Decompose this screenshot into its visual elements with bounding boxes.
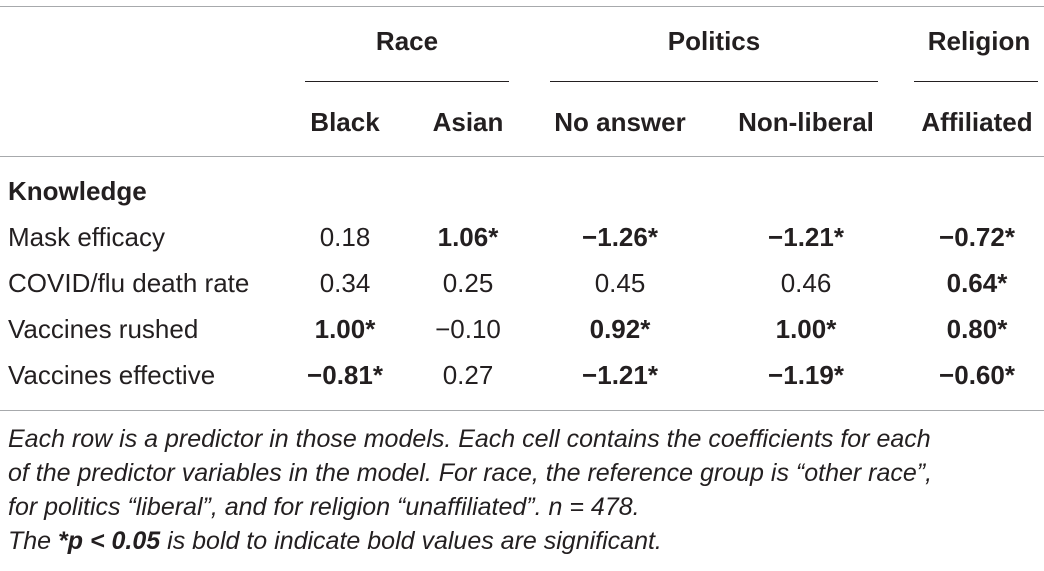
footnote-line-3: for politics “liberal”, and for religion…: [8, 493, 640, 521]
column-header-black: Black: [310, 107, 380, 137]
table-cell: 0.45: [594, 268, 646, 298]
table-cell: −1.21*: [582, 360, 658, 390]
table-cell: 0.25: [442, 268, 494, 298]
table-cell: −1.19*: [768, 360, 844, 390]
table-cell: −1.21*: [768, 222, 844, 252]
table-cell: 1.00*: [314, 314, 376, 344]
table-cell: −0.60*: [939, 360, 1015, 390]
column-header-affiliated: Affiliated: [921, 107, 1033, 137]
table-top-rule: [0, 6, 1044, 7]
race-group-rule: [305, 81, 509, 82]
footnote-significance-marker: *p < 0.05: [58, 527, 161, 555]
table-cell: −1.26*: [582, 222, 658, 252]
row-label: Mask efficacy: [8, 222, 166, 252]
politics-group-rule: [550, 81, 878, 82]
footnote-line-4-suffix: is bold to indicate bold values are sign…: [160, 527, 662, 555]
footnote-line-4-prefix: The: [8, 527, 59, 555]
column-header-non-liberal: Non-liberal: [738, 107, 874, 137]
table-cell: −0.81*: [307, 360, 383, 390]
table-cell: −0.72*: [939, 222, 1015, 252]
footnote-line-2: of the predictor variables in the model.…: [8, 459, 933, 487]
column-header-asian: Asian: [432, 107, 504, 137]
religion-group-rule: [914, 81, 1038, 82]
table-cell: 0.92*: [589, 314, 651, 344]
group-header-race: Race: [375, 26, 439, 56]
table-cell: 1.00*: [775, 314, 837, 344]
table-cell: 0.46: [780, 268, 832, 298]
table-cell: −0.10: [435, 314, 501, 344]
table-cell: 0.64*: [946, 268, 1008, 298]
footnote-line-1: Each row is a predictor in those models.…: [8, 425, 931, 453]
header-bottom-rule: [0, 156, 1044, 157]
row-label: Vaccines rushed: [8, 314, 199, 344]
table-bottom-rule: [0, 410, 1044, 411]
column-header-no-answer: No answer: [554, 107, 686, 137]
table-cell: 0.27: [442, 360, 494, 390]
row-label: Vaccines effective: [8, 360, 216, 390]
group-header-religion: Religion: [927, 26, 1031, 56]
table-cell: 1.06*: [437, 222, 499, 252]
table-cell: 0.80*: [946, 314, 1008, 344]
group-header-politics: Politics: [667, 26, 761, 56]
row-label: COVID/flu death rate: [8, 268, 250, 298]
section-label-knowledge: Knowledge: [8, 176, 147, 206]
footnote-line-4: The *p < 0.05 is bold to indicate bold v…: [8, 524, 1038, 558]
table-cell: 0.18: [319, 222, 371, 252]
table-cell: 0.34: [319, 268, 371, 298]
